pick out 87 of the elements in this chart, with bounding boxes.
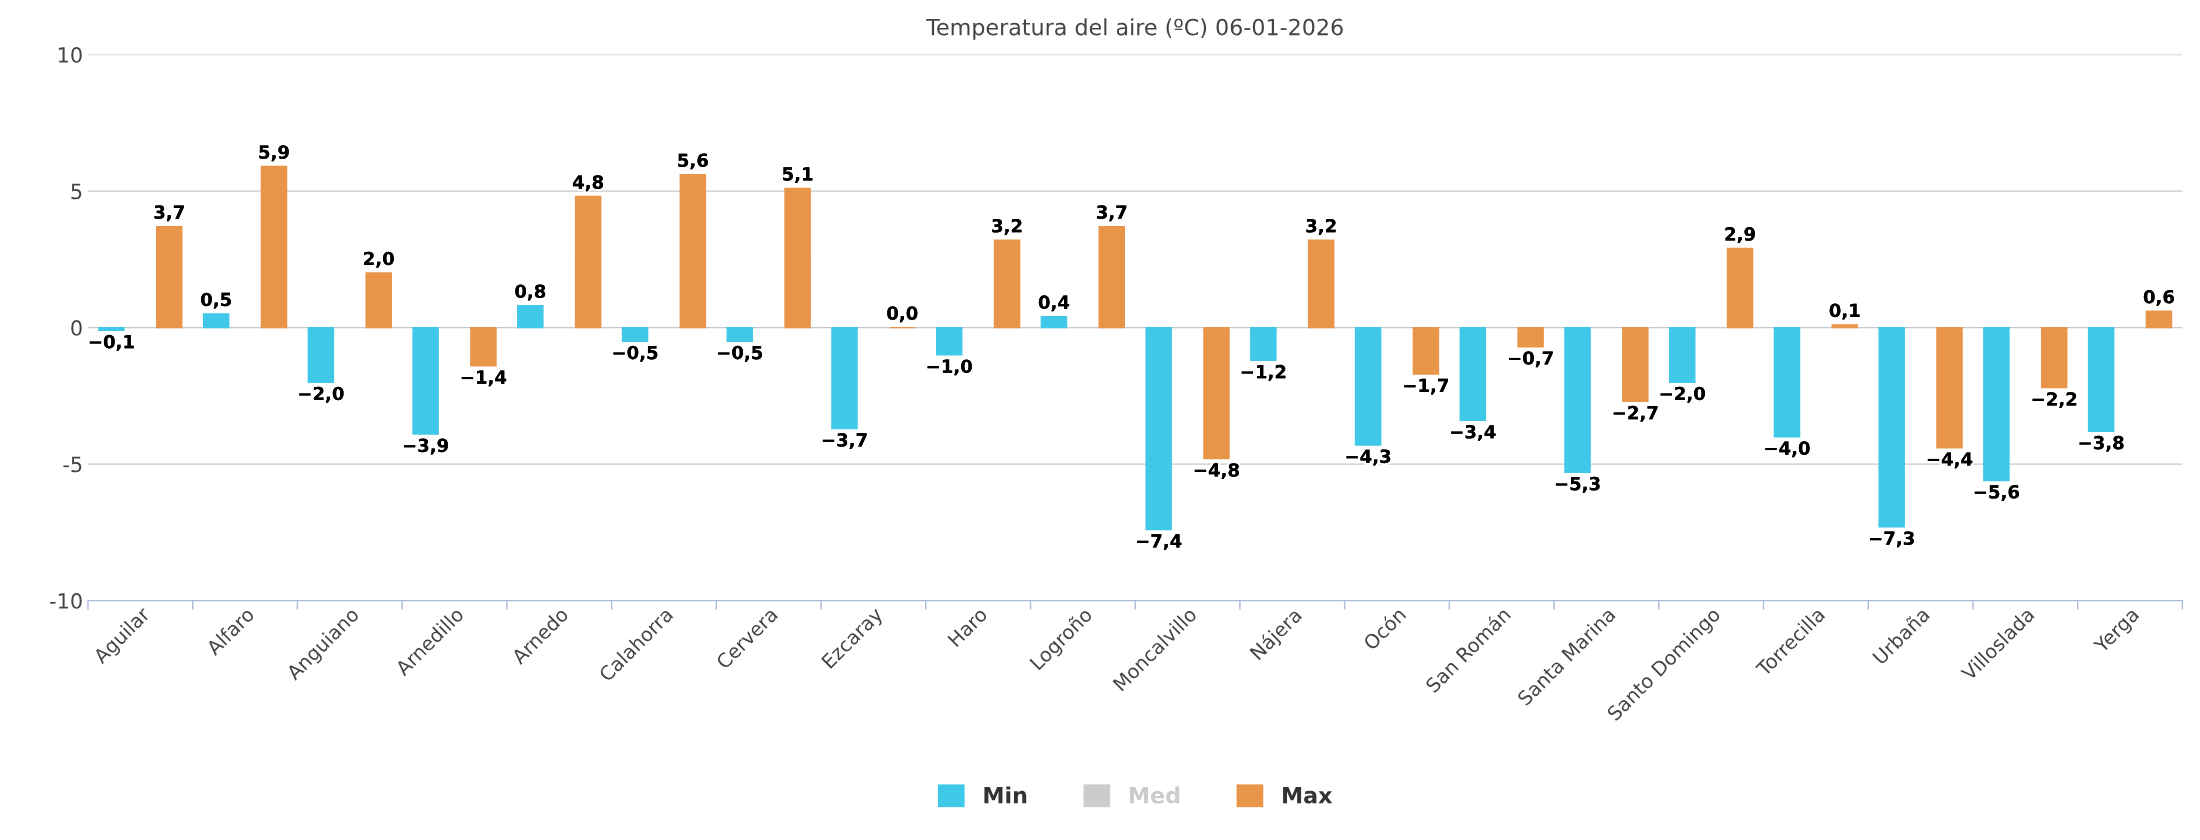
bar <box>156 225 183 329</box>
bar <box>1307 239 1335 329</box>
data-label: 5,1 <box>782 167 813 184</box>
y-tick-label: -5 <box>63 456 82 473</box>
bar <box>831 326 858 430</box>
bar <box>517 305 544 329</box>
bar <box>1203 326 1230 460</box>
bar <box>1831 324 1859 329</box>
y-tick-label: 0 <box>71 320 82 336</box>
bar <box>1459 326 1487 422</box>
data-label: −2,2 <box>2032 392 2077 409</box>
data-label: 3,2 <box>1306 218 1336 235</box>
bar <box>1936 326 1963 449</box>
bar <box>1564 326 1591 473</box>
data-label: 4,8 <box>572 175 604 192</box>
data-label: −2,7 <box>1613 405 1658 422</box>
bar <box>1250 326 1277 362</box>
data-label: 5,6 <box>678 153 708 170</box>
bar <box>1354 326 1382 446</box>
data-label: −0,7 <box>1508 351 1553 368</box>
bar <box>2145 310 2173 329</box>
bar <box>1145 326 1172 531</box>
data-label: −5,6 <box>1974 484 2019 501</box>
bar <box>1983 326 2010 482</box>
data-label: 2,9 <box>1725 227 1755 244</box>
bar <box>98 326 125 332</box>
data-label: 3,2 <box>992 218 1022 235</box>
data-label: −1,4 <box>461 370 507 387</box>
data-label: 0,4 <box>1038 295 1070 312</box>
data-label: −4,0 <box>1765 441 1810 458</box>
bar <box>621 326 649 342</box>
legend-label: Max <box>1283 787 1333 804</box>
data-label: −4,8 <box>1194 463 1239 480</box>
data-label: 3,7 <box>1096 205 1127 222</box>
y-tick-label: -10 <box>50 593 82 609</box>
y-tick-label: 5 <box>71 183 82 200</box>
bar <box>993 239 1021 329</box>
data-label: 3,7 <box>154 205 184 222</box>
bar <box>574 195 602 329</box>
data-label: −2,0 <box>1660 386 1705 403</box>
bar <box>1622 326 1649 403</box>
data-label: −3,7 <box>822 433 867 450</box>
data-label: −3,8 <box>2079 435 2124 452</box>
bar <box>1726 247 1754 329</box>
data-label: −4,4 <box>1927 452 1973 469</box>
data-label: −1,0 <box>927 359 972 376</box>
bar <box>726 326 754 342</box>
bar <box>1412 326 1440 375</box>
data-label: −4,3 <box>1346 449 1391 466</box>
data-label: 0,6 <box>2143 289 2174 306</box>
data-label: −7,3 <box>1870 531 1914 548</box>
data-label: −5,3 <box>1555 476 1600 493</box>
bar <box>365 272 392 329</box>
bar <box>784 187 811 329</box>
chart-title: Temperatura del aire (ºC) 06-01-2026 <box>926 18 1343 40</box>
data-label: 2,0 <box>364 251 394 268</box>
data-label: −0,1 <box>89 334 134 351</box>
bar <box>1517 326 1544 348</box>
bar <box>307 326 335 383</box>
bar <box>2040 326 2068 389</box>
bar <box>1098 225 1126 329</box>
data-label: −3,4 <box>1451 424 1496 441</box>
data-label: 0,8 <box>515 284 546 301</box>
data-label: −0,5 <box>718 345 763 362</box>
data-label: −1,7 <box>1404 378 1449 395</box>
data-label: 0,0 <box>887 306 918 323</box>
bar <box>202 313 230 329</box>
bar <box>1668 326 1696 383</box>
bar <box>1878 326 1905 528</box>
bar <box>470 326 497 367</box>
data-label: 0,1 <box>1829 303 1860 320</box>
data-label: −3,9 <box>403 438 449 455</box>
data-label: −0,5 <box>613 345 658 362</box>
bar <box>260 165 288 329</box>
bar <box>679 174 707 329</box>
bar <box>935 326 963 356</box>
data-label: −7,4 <box>1137 534 1182 551</box>
data-label: 0,5 <box>201 292 231 309</box>
y-tick-label: 10 <box>58 47 82 63</box>
bar <box>2087 326 2115 433</box>
bar <box>1040 315 1068 329</box>
data-label: 5,9 <box>259 145 289 162</box>
data-label: −1,2 <box>1241 364 1286 381</box>
data-label: −2,0 <box>299 386 344 403</box>
bar <box>1773 326 1801 438</box>
bar <box>412 326 439 435</box>
legend-label: Min <box>984 786 1027 804</box>
